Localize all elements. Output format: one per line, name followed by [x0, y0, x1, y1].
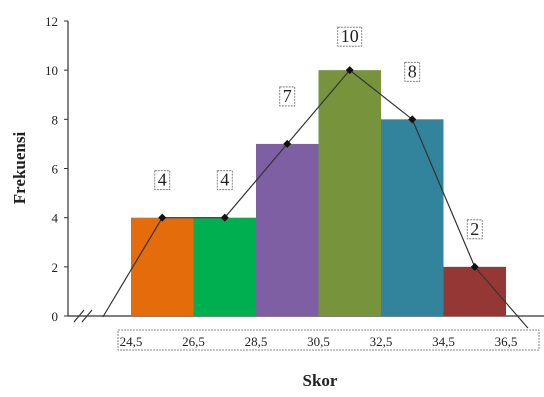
x-tick-label: 28,5 [245, 334, 268, 349]
data-label-box [466, 219, 483, 240]
y-axis-title: Frekuensi [10, 132, 29, 205]
histogram-bar [381, 119, 444, 316]
polygon-point [345, 66, 354, 75]
y-tick-label: 8 [52, 112, 59, 127]
histogram-bar [193, 217, 256, 316]
x-tick-label: 36,5 [495, 334, 518, 349]
axis-break-mark [73, 309, 85, 323]
axis-break-mark [81, 309, 93, 323]
frequency-polygon-line [102, 69, 529, 329]
y-tick-label: 10 [45, 63, 58, 78]
histogram-bar [256, 143, 319, 316]
data-label: 2 [470, 219, 479, 239]
data-label: 4 [158, 170, 167, 190]
data-label: 8 [408, 61, 417, 81]
data-label: 10 [341, 26, 359, 46]
polygon-point [220, 213, 229, 222]
x-tick-label: 30,5 [307, 334, 330, 349]
x-tick-label: 34,5 [432, 334, 455, 349]
x-tick-label: 32,5 [370, 334, 393, 349]
x-axis-title: Skor [303, 371, 338, 390]
y-tick-label: 2 [52, 260, 59, 275]
x-tick-label: 24,5 [120, 334, 143, 349]
y-tick-label: 12 [45, 14, 58, 29]
y-tick-label: 0 [52, 309, 59, 324]
histogram-bar [318, 70, 381, 317]
histogram-bar [131, 217, 194, 316]
polygon-point [470, 262, 479, 271]
y-tick-label: 4 [52, 211, 59, 226]
data-label: 4 [220, 170, 229, 190]
data-label-box [337, 26, 363, 47]
polygon-point [283, 139, 292, 148]
data-label-box [154, 170, 171, 191]
data-label: 7 [283, 86, 292, 106]
x-labels-box [117, 329, 540, 351]
polygon-point [158, 213, 167, 222]
data-label-box [404, 61, 421, 82]
polygon-point [408, 115, 417, 124]
data-label-box [216, 170, 233, 191]
x-tick-label: 26,5 [182, 334, 205, 349]
y-tick-label: 6 [52, 162, 59, 177]
data-label-box [279, 86, 296, 107]
